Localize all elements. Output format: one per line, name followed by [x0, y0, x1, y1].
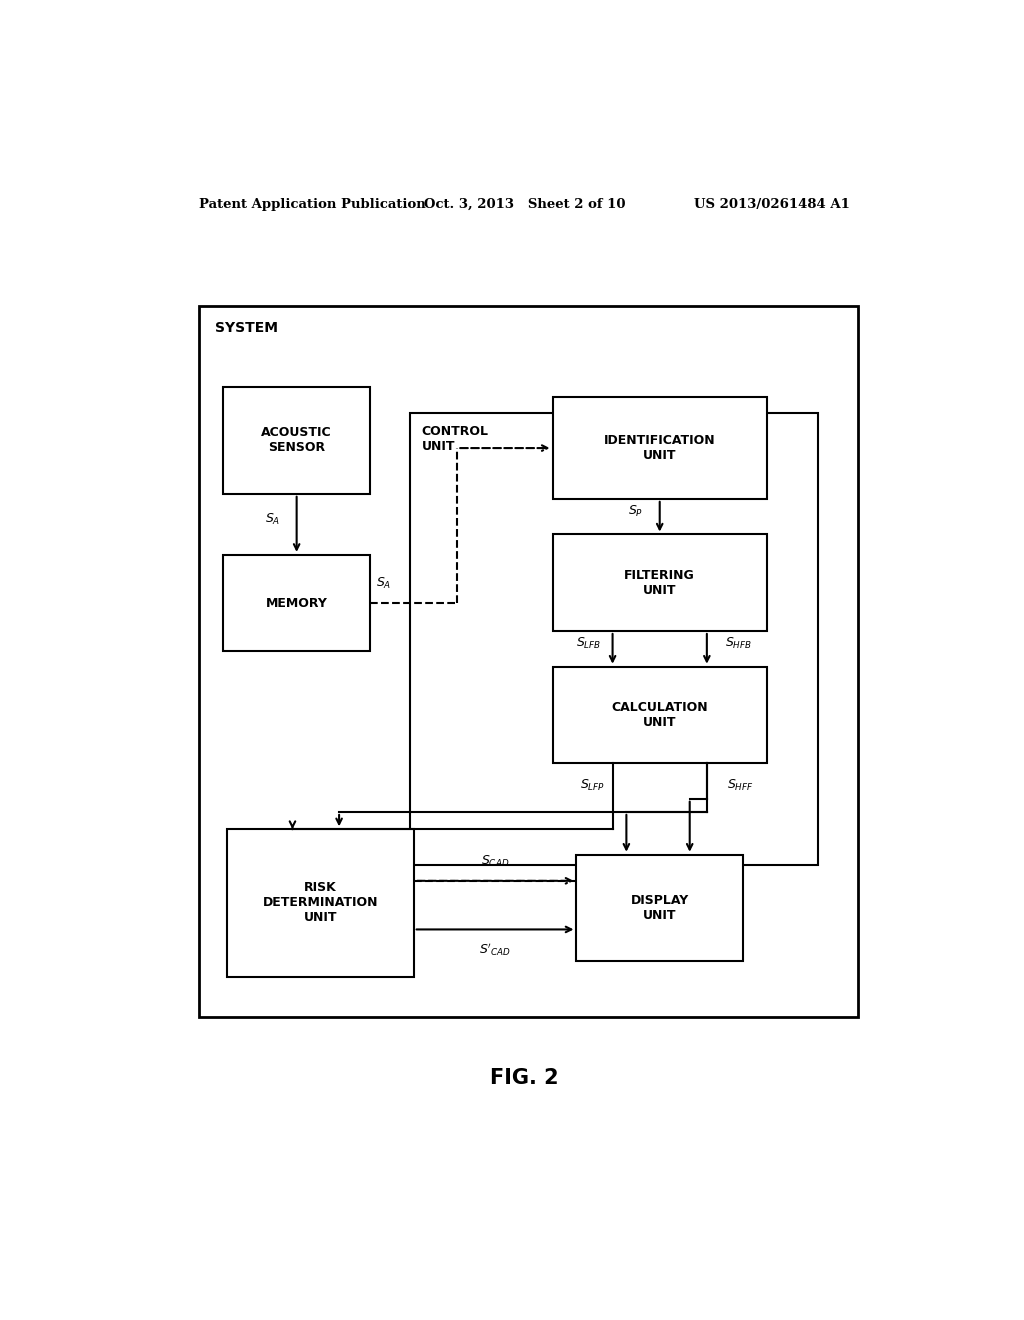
- Bar: [200, 306, 858, 1018]
- Text: $S_A$: $S_A$: [377, 576, 392, 591]
- Text: $S_A$: $S_A$: [265, 512, 281, 527]
- Text: $S_{HFB}$: $S_{HFB}$: [725, 636, 752, 651]
- Text: CALCULATION
UNIT: CALCULATION UNIT: [611, 701, 708, 729]
- Text: Oct. 3, 2013   Sheet 2 of 10: Oct. 3, 2013 Sheet 2 of 10: [424, 198, 626, 211]
- Text: $S'_{CAD}$: $S'_{CAD}$: [479, 941, 511, 958]
- Bar: [553, 397, 767, 499]
- Text: $S_{LFP}$: $S_{LFP}$: [581, 777, 605, 793]
- Text: ACOUSTIC
SENSOR: ACOUSTIC SENSOR: [261, 426, 332, 454]
- Bar: [410, 413, 818, 865]
- Text: FILTERING
UNIT: FILTERING UNIT: [625, 569, 695, 597]
- Bar: [577, 854, 743, 961]
- Text: SYSTEM: SYSTEM: [215, 321, 279, 335]
- Bar: [223, 387, 370, 494]
- Text: IDENTIFICATION
UNIT: IDENTIFICATION UNIT: [604, 434, 716, 462]
- Text: US 2013/0261484 A1: US 2013/0261484 A1: [694, 198, 850, 211]
- Bar: [223, 554, 370, 651]
- Text: $S_{CAD}$: $S_{CAD}$: [481, 854, 509, 869]
- Text: MEMORY: MEMORY: [265, 597, 328, 610]
- Text: FIG. 2: FIG. 2: [490, 1068, 559, 1088]
- Text: DISPLAY
UNIT: DISPLAY UNIT: [631, 894, 689, 921]
- Text: $S_{LFB}$: $S_{LFB}$: [577, 636, 601, 651]
- Text: RISK
DETERMINATION
UNIT: RISK DETERMINATION UNIT: [263, 882, 378, 924]
- Bar: [553, 667, 767, 763]
- Text: Patent Application Publication: Patent Application Publication: [200, 198, 426, 211]
- Text: CONTROL
UNIT: CONTROL UNIT: [422, 425, 488, 453]
- Bar: [227, 829, 414, 977]
- Text: $S_{HFF}$: $S_{HFF}$: [727, 777, 754, 793]
- Text: $S_P$: $S_P$: [629, 504, 643, 519]
- Bar: [553, 535, 767, 631]
